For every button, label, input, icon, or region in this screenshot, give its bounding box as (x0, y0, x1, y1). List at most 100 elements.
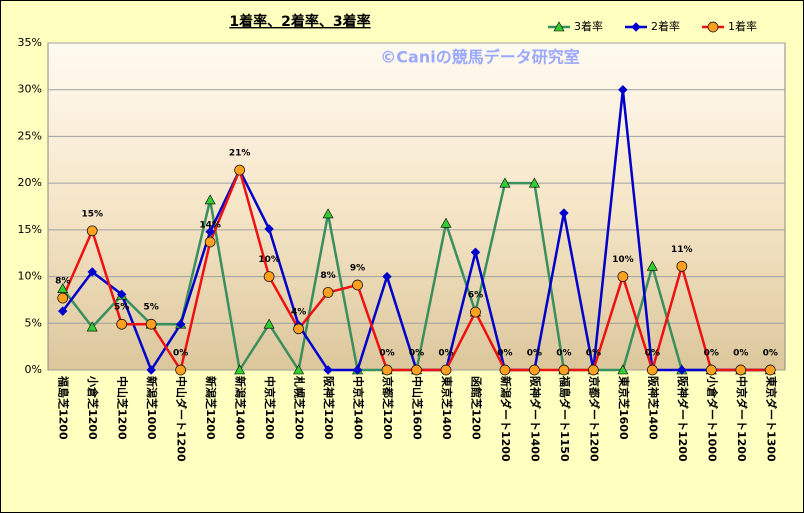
x-tick-label: 東京ダート1300 (764, 376, 778, 462)
data-label: 0% (497, 349, 512, 359)
marker (57, 292, 69, 304)
marker (618, 85, 628, 95)
marker (234, 164, 245, 176)
data-label: 15% (81, 209, 103, 219)
marker (86, 321, 98, 332)
data-label: 14% (199, 221, 221, 231)
x-tick-label: 中山ダート1200 (175, 376, 189, 462)
marker (529, 364, 540, 376)
legend-label: 2着率 (651, 19, 680, 33)
y-tick-label: 0% (25, 363, 42, 376)
marker (293, 364, 305, 375)
marker (116, 289, 127, 300)
data-label: 0% (645, 349, 660, 359)
data-label: 0% (556, 349, 571, 359)
x-tick-label: 新潟芝1400 (234, 376, 248, 440)
legend-label: 3着率 (574, 19, 603, 33)
marker (707, 21, 719, 33)
marker (559, 208, 569, 218)
x-tick-label: 福島ダート1150 (558, 375, 572, 462)
marker (293, 323, 304, 335)
marker (58, 306, 68, 316)
marker (175, 364, 187, 376)
marker (204, 236, 216, 248)
marker (677, 365, 687, 375)
data-label: 0% (409, 349, 424, 359)
marker (705, 364, 717, 376)
y-tick-label: 20% (18, 176, 42, 189)
marker (764, 364, 776, 376)
marker (87, 267, 97, 277)
marker (86, 225, 98, 237)
marker (322, 208, 334, 219)
data-label: 4% (291, 307, 306, 317)
marker (617, 364, 629, 375)
marker (264, 224, 274, 234)
marker (204, 194, 216, 205)
data-label: 10% (258, 255, 280, 265)
marker (145, 318, 157, 330)
x-tick-label: 京都ダート1200 (587, 376, 601, 462)
x-tick-label: 中京ダート1200 (735, 376, 749, 462)
x-tick-label: 東京芝1400 (440, 376, 454, 440)
data-label: 11% (671, 245, 693, 255)
x-tick-label: 福島芝1200 (57, 375, 71, 440)
data-label: 0% (173, 349, 188, 359)
marker (553, 21, 565, 32)
x-tick-label: 小倉芝1200 (86, 375, 100, 440)
marker (646, 364, 658, 376)
data-label: 0% (733, 349, 748, 359)
marker (470, 247, 481, 257)
x-tick-label: 中京芝1200 (263, 376, 277, 440)
marker (631, 22, 641, 32)
data-label: 0% (763, 349, 778, 359)
marker (116, 318, 128, 330)
marker (735, 364, 747, 376)
x-tick-label: 中山芝1200 (116, 376, 130, 440)
x-tick-label: 小倉ダート1000 (705, 375, 719, 462)
marker (323, 365, 333, 375)
x-tick-label: 中京芝1400 (352, 376, 366, 440)
marker (381, 364, 393, 376)
data-label: 5% (144, 303, 159, 313)
marker (263, 271, 275, 282)
x-tick-label: 新潟芝1200 (204, 376, 218, 440)
y-tick-label: 30% (18, 83, 42, 96)
marker (322, 287, 334, 298)
marker (205, 227, 215, 237)
data-label: 0% (438, 349, 453, 359)
marker (646, 260, 658, 271)
marker (175, 319, 186, 329)
x-tick-label: 阪神芝1200 (322, 376, 336, 440)
data-label: 0% (586, 349, 601, 359)
y-tick-label: 10% (18, 270, 42, 283)
x-tick-label: 阪神ダート1400 (528, 376, 542, 462)
y-tick-label: 25% (18, 129, 42, 142)
x-tick-label: 新潟芝1000 (145, 376, 159, 440)
x-tick-label: 阪神芝1400 (646, 376, 660, 440)
marker (470, 306, 481, 318)
marker (588, 364, 599, 376)
x-tick-label: 阪神ダート1200 (676, 376, 690, 462)
marker (352, 279, 363, 291)
data-label: 0% (704, 349, 719, 359)
data-label: 6% (468, 291, 483, 301)
marker (146, 365, 156, 375)
marker (528, 177, 540, 188)
marker (499, 177, 511, 188)
data-label: 8% (320, 271, 335, 281)
data-label: 0% (379, 349, 394, 359)
marker (411, 364, 422, 376)
data-label: 21% (229, 149, 251, 159)
data-label: 0% (527, 349, 542, 359)
marker (440, 364, 452, 376)
x-tick-label: 東京芝1600 (617, 376, 631, 440)
y-tick-label: 5% (25, 316, 42, 329)
chart-title: 1着率、2着率、3着率 (229, 13, 370, 30)
plot-area (47, 42, 786, 371)
x-tick-label: 新潟ダート1200 (499, 376, 513, 462)
marker (352, 365, 363, 375)
marker (234, 364, 246, 375)
marker (499, 364, 511, 376)
